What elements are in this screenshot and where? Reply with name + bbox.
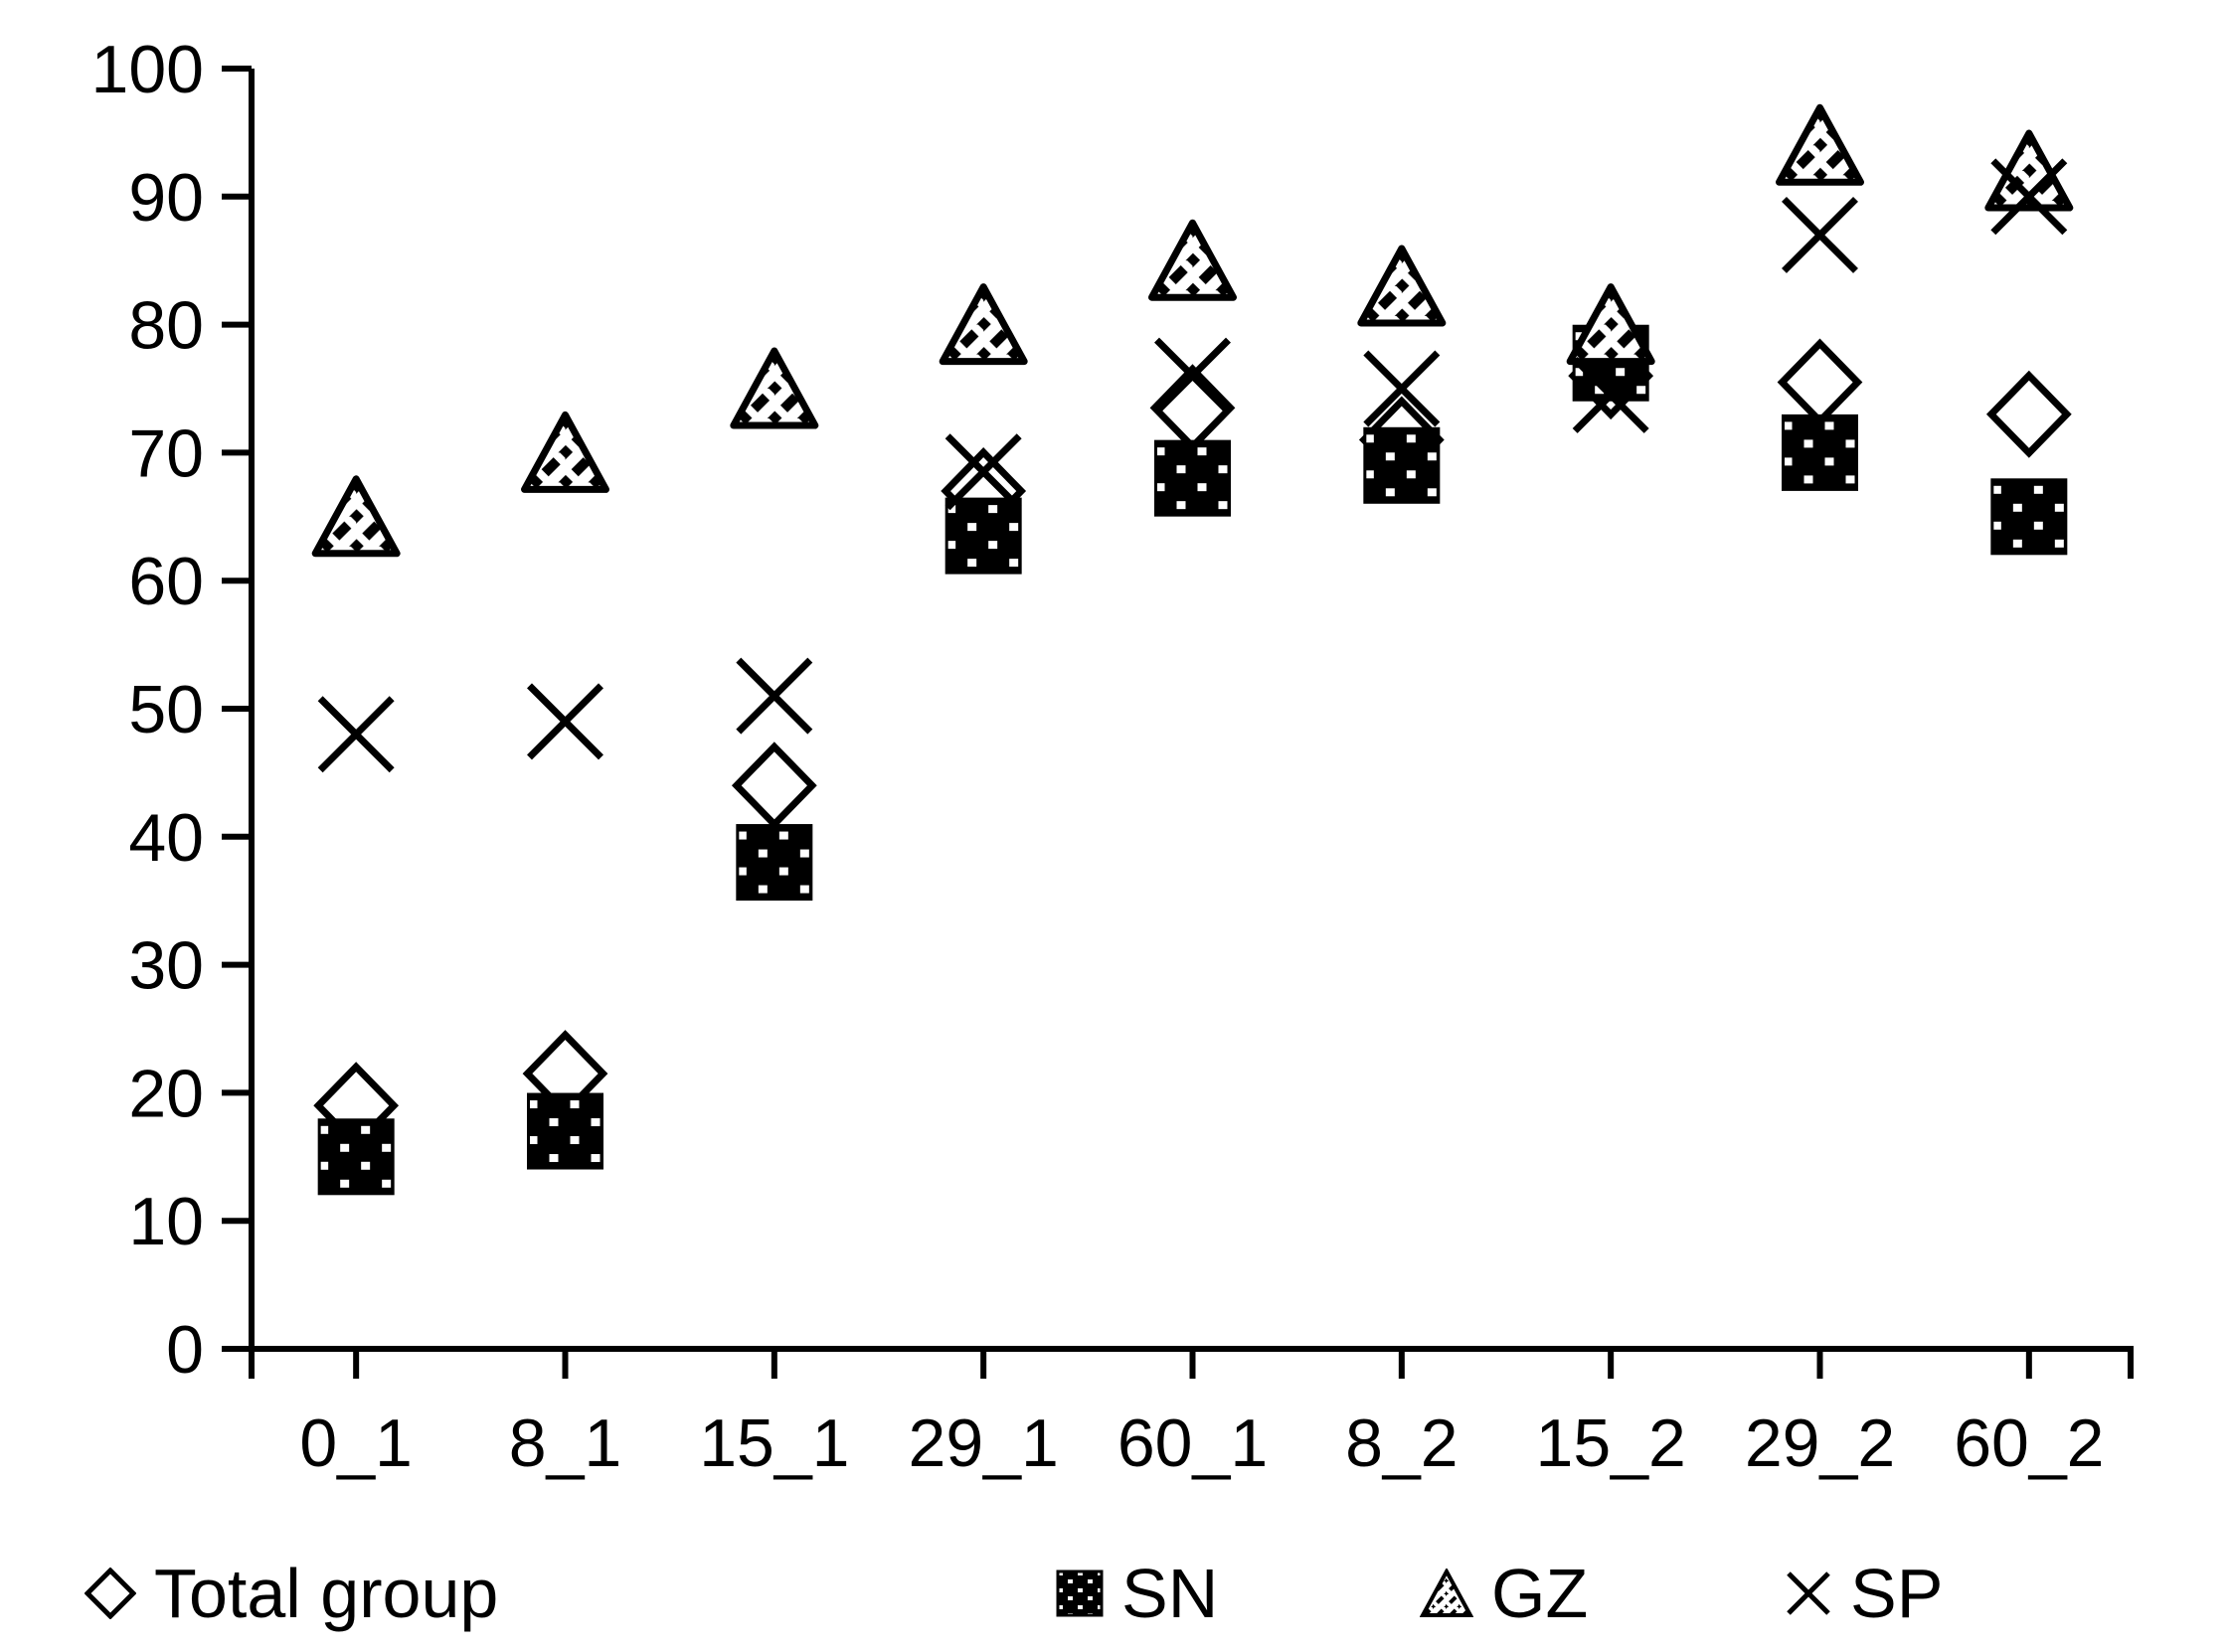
marker-GZ-15_2 <box>1566 283 1655 366</box>
y-tick-label: 60 <box>128 544 204 619</box>
marker-GZ-60_2 <box>1984 129 2074 212</box>
x-tick-label: 29_1 <box>909 1405 1059 1481</box>
legend-item-total-group: Total group <box>85 1539 498 1648</box>
marker-SN-60_1 <box>1154 439 1231 517</box>
x-cross-icon <box>1787 1571 1830 1615</box>
x-tick-label: 15_2 <box>1536 1405 1686 1481</box>
y-tick-label: 20 <box>128 1056 204 1131</box>
y-tick-label: 50 <box>128 672 204 747</box>
y-tick-label: 30 <box>128 928 204 1004</box>
marker-SP-0_1 <box>317 696 395 773</box>
triangle-hatched-icon <box>1420 1569 1473 1617</box>
marker-SN-15_1 <box>736 824 813 902</box>
marker-GZ-8_1 <box>521 411 609 493</box>
y-tick-label: 40 <box>128 800 204 876</box>
marker-GZ-29_1 <box>939 283 1028 366</box>
marker-SP-29_2 <box>1782 196 1858 273</box>
marker-Total-group-15_1 <box>731 742 817 830</box>
legend-label-gz: GZ <box>1491 1555 1589 1632</box>
marker-Total-group-29_2 <box>1777 338 1863 426</box>
marker-GZ-60_1 <box>1148 219 1237 301</box>
marker-SP-15_1 <box>736 657 813 735</box>
marker-GZ-29_2 <box>1776 103 1864 186</box>
y-tick-label: 0 <box>166 1312 204 1388</box>
y-tick-label: 10 <box>128 1184 204 1259</box>
y-tick-label: 100 <box>91 32 204 107</box>
marker-SP-60_2 <box>1990 158 2068 236</box>
square-dotted-icon <box>1056 1569 1104 1617</box>
marker-SP-29_1 <box>944 433 1022 511</box>
legend-label-total-group: Total group <box>154 1555 499 1632</box>
x-tick-label: 15_1 <box>699 1405 849 1481</box>
marker-SN-29_1 <box>944 497 1022 575</box>
x-tick-label: 60_2 <box>1954 1405 2104 1481</box>
marker-Total-group-60_2 <box>1985 370 2072 458</box>
legend-label-sp: SP <box>1850 1555 1944 1632</box>
y-tick-label: 70 <box>128 415 204 491</box>
diamond-open-icon <box>85 1568 136 1619</box>
marker-GZ-15_1 <box>730 347 819 429</box>
y-tick-label: 90 <box>128 160 204 236</box>
x-tick-label: 0_1 <box>299 1405 412 1481</box>
marker-GZ-0_1 <box>311 475 401 558</box>
x-tick-label: 8_1 <box>509 1405 621 1481</box>
marker-SP-15_2 <box>1572 356 1649 433</box>
marker-SP-8_2 <box>1363 350 1441 427</box>
marker-SN-0_1 <box>317 1118 395 1196</box>
x-tick-label: 8_2 <box>1345 1405 1458 1481</box>
marker-SP-8_1 <box>527 683 603 760</box>
marker-SN-8_2 <box>1363 426 1441 504</box>
marker-GZ-8_2 <box>1357 245 1447 327</box>
marker-SN-29_2 <box>1782 413 1858 491</box>
legend: Total group SN GZ SP <box>0 1539 2231 1648</box>
legend-item-sn: SN <box>1056 1539 1218 1648</box>
x-tick-label: 29_2 <box>1745 1405 1895 1481</box>
marker-SN-8_1 <box>527 1092 603 1170</box>
marker-SP-60_1 <box>1154 337 1231 414</box>
legend-item-sp: SP <box>1785 1539 1943 1648</box>
marker-SN-60_2 <box>1990 478 2068 556</box>
legend-item-gz: GZ <box>1420 1539 1588 1648</box>
y-tick-label: 80 <box>128 288 204 364</box>
x-tick-label: 60_1 <box>1117 1405 1268 1481</box>
legend-label-sn: SN <box>1121 1555 1219 1632</box>
